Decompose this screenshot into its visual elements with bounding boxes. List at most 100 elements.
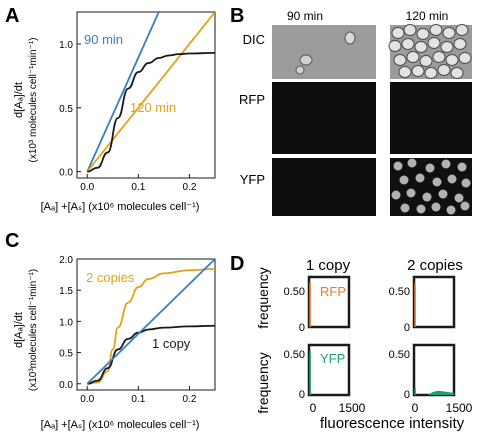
cell-dic-120 — [403, 24, 417, 36]
cell-dic-120 — [455, 24, 469, 36]
cell-yfp-120 — [447, 174, 457, 184]
panel-a-frame — [76, 11, 216, 179]
panel-c-ytick-label: 2.0 — [59, 255, 73, 266]
cell-yfp-120 — [460, 201, 470, 211]
panel-c-xtick-label: 0.2 — [182, 394, 196, 405]
cell-yfp-120 — [432, 177, 442, 187]
dic-120-cells — [388, 24, 472, 79]
cell-dic-120 — [440, 41, 454, 53]
cell-yfp-120 — [391, 190, 401, 200]
panel-letter-d: D — [230, 253, 244, 275]
cell-yfp-120 — [415, 173, 425, 183]
cell-dic-120 — [450, 67, 464, 79]
panel-b-col-120min: 120 min — [406, 9, 449, 23]
cell-dic-90-2 — [299, 54, 313, 66]
panel-c-chart: 0.0 0.1 0.2 0.0 0.5 1.0 1.5 2.0 2 copies 1 copy… — [13, 255, 216, 431]
cell-yfp-120 — [393, 161, 403, 171]
hist-rfp-2copies-frame — [412, 275, 456, 329]
cell-yfp-120 — [399, 175, 409, 185]
hist-ytick-0: 0 — [299, 389, 305, 401]
panel-a-xtick-label: 0.0 — [80, 182, 94, 193]
cell-dic-120 — [416, 28, 430, 40]
panel-c-frame — [76, 258, 216, 391]
panel-a-ytick-label: 0.5 — [59, 104, 73, 115]
panel-a-ylabel-line2: (x10³ molecules cell⁻¹min⁻¹) — [28, 37, 39, 162]
panel-c-xtick-label: 0.1 — [131, 394, 145, 405]
hist-distribution-3 — [427, 390, 454, 395]
hist-peak-bar-1 — [414, 282, 416, 327]
panel-a-series-2-line — [87, 51, 215, 173]
panel-c-series-0-line — [87, 268, 215, 385]
cell-yfp-120 — [457, 162, 467, 172]
cell-dic-120 — [414, 41, 428, 53]
panel-a-xtick-label: 0.2 — [182, 182, 196, 193]
hist-ytick-0: 0 — [404, 389, 410, 401]
cell-yfp-120 — [438, 189, 448, 199]
panel-d-ylabel-bottom: frequency — [255, 352, 271, 413]
panel-c-ytick-label: 1.0 — [59, 317, 73, 328]
panel-a-ytick-label: 1.0 — [59, 40, 73, 51]
panel-letter-b: B — [230, 5, 244, 27]
hist-ytick-050: 0.50 — [389, 286, 410, 298]
panel-c-ytick-label: 1.5 — [59, 286, 73, 297]
hist-ytick-050: 0.50 — [284, 286, 305, 298]
hist-rfp-1copy-frame — [307, 275, 351, 329]
panel-letter-c: C — [5, 230, 19, 252]
hist-peak-bar-2 — [309, 350, 311, 395]
panel-d-ylabel-top: frequency — [255, 267, 271, 328]
cell-dic-120 — [424, 67, 438, 79]
hist-xtick-1500: 1500 — [339, 401, 366, 415]
hist-xtick-1500: 1500 — [446, 401, 473, 415]
cell-dic-120 — [427, 37, 441, 49]
yfp-120-cells — [391, 158, 471, 215]
cell-dic-120 — [391, 27, 405, 39]
cell-dic-90-1 — [344, 31, 356, 45]
hist-yfp-label: YFP — [320, 351, 345, 366]
cell-dic-120 — [432, 51, 446, 63]
panel-a-xlabel: [Aₐ] +[Aₛ] (x10⁶ molecules cell⁻¹) — [41, 201, 200, 213]
panel-c-label-2copies: 2 copies — [86, 270, 135, 285]
panel-c-series-1-line — [87, 324, 215, 385]
hist-rfp-label: RFP — [320, 284, 346, 299]
cell-dic-120 — [445, 54, 459, 66]
hist-ytick-050: 0.50 — [389, 349, 410, 361]
hist-peak-bar-0 — [309, 282, 311, 327]
panel-d-col-1copy: 1 copy — [306, 257, 351, 274]
cell-yfp-120 — [407, 158, 417, 168]
panel-b-row-yfp: YFP — [240, 172, 265, 187]
panel-c-ytick-label: 0.5 — [59, 349, 73, 360]
panel-d-col-2copies: 2 copies — [407, 257, 463, 274]
panel-a-xtick-label: 0.1 — [131, 182, 145, 193]
cell-dic-120 — [437, 64, 451, 76]
panel-b-row-rfp: RFP — [239, 92, 265, 107]
panel-c-xtick-label: 0.0 — [80, 394, 94, 405]
panel-a-series-1-line — [86, 12, 215, 173]
cell-dic-120 — [442, 27, 456, 39]
cell-dic-120 — [419, 55, 433, 67]
image-rfp-90min — [272, 82, 376, 154]
panel-letter-a: A — [5, 5, 19, 27]
panel-a-ytick-label: 0.0 — [59, 168, 73, 179]
image-yfp-90min — [272, 158, 376, 216]
hist-ytick-050: 0.50 — [284, 349, 305, 361]
panel-c-ylabel-line1: d[Aₐ]/dt — [13, 312, 25, 348]
cell-yfp-120 — [425, 163, 435, 173]
hist-yfp-2copies-frame — [412, 343, 456, 397]
cell-yfp-120 — [454, 193, 464, 203]
hist-xtick-0: 0 — [310, 401, 317, 415]
panel-a-series-0-line — [86, 12, 160, 172]
panel-c-xlabel: [Aₐ] +[Aₛ] (x10⁶ molecules cell⁻¹) — [41, 419, 200, 431]
cell-yfp-120 — [422, 192, 432, 202]
panel-c-series-2-line — [86, 259, 215, 385]
cell-dic-120 — [398, 66, 412, 78]
cell-dic-120 — [406, 51, 420, 63]
panel-a-ylabel-line1: d[Aₐ]/dt — [13, 82, 25, 118]
cell-dic-120 — [401, 38, 415, 50]
cell-dic-120 — [458, 52, 472, 64]
cell-yfp-120 — [446, 205, 456, 215]
cell-yfp-120 — [400, 203, 410, 213]
cell-dic-120 — [453, 38, 467, 50]
cell-yfp-120 — [441, 159, 451, 169]
cell-yfp-120 — [406, 188, 416, 198]
